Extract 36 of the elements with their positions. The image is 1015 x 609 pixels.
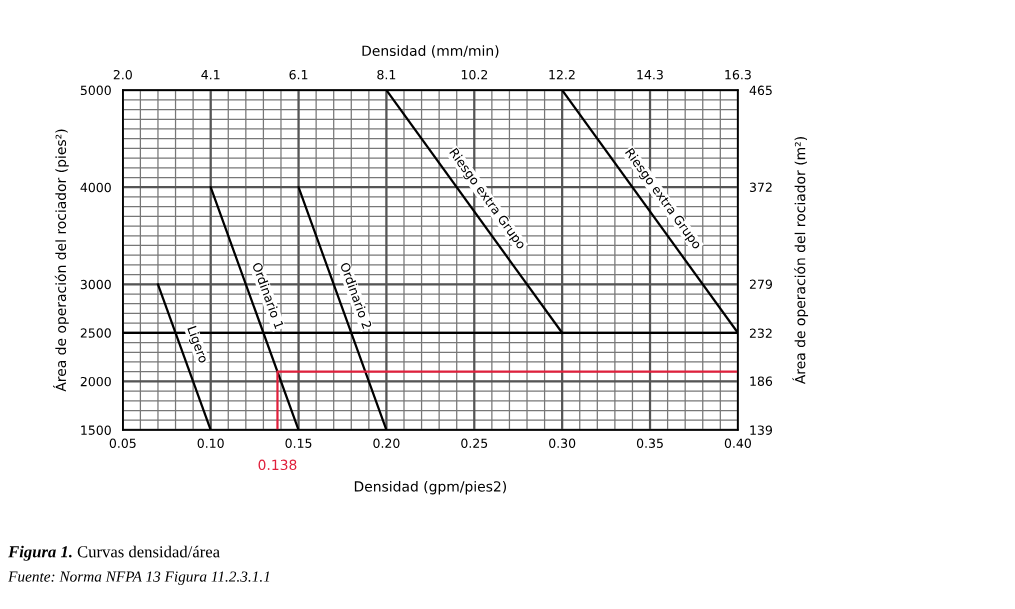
- x2-axis-title: Densidad (mm/min): [362, 45, 499, 58]
- x2-tick-label: 12.2: [549, 69, 575, 80]
- source-note: Fuente: Norma NFPA 13 Figura 11.2.3.1.1: [8, 571, 270, 585]
- x2-tick-label: 4.1: [201, 70, 220, 80]
- y-tick-label: 1500: [81, 425, 111, 435]
- y-tick-label: 2000: [80, 376, 111, 387]
- y-axis-title: Área de operación del rociador (pies²): [53, 129, 69, 392]
- y-tick-label: 3000: [80, 279, 111, 290]
- x2-tick-label: 14.3: [637, 69, 663, 80]
- y2-tick-label: 186: [750, 376, 773, 386]
- x-tick-label: 0.35: [636, 438, 663, 448]
- x2-tick-label: 6.1: [289, 69, 308, 80]
- y2-tick-label: 232: [749, 328, 772, 338]
- x-tick-label: 0.30: [549, 438, 576, 448]
- text: Ligero: [184, 325, 209, 365]
- y-tick-label: 4000: [80, 182, 111, 193]
- x-tick-label: 0.25: [461, 438, 488, 448]
- x-tick-label: 0.20: [373, 438, 400, 448]
- x-tick-label: 0.40: [724, 438, 751, 448]
- y-tick-label: 2500: [80, 328, 111, 338]
- x2-tick-label: 16.3: [725, 69, 751, 80]
- y2-axis-title: Área de operación del rociador (m²): [792, 137, 809, 385]
- y-tick-label: 5000: [80, 85, 111, 96]
- x-tick-label: 0.15: [285, 438, 312, 448]
- x-axis-title: Densidad (gpm/pies2): [354, 480, 506, 495]
- x2-tick-label: 2.0: [113, 69, 132, 80]
- y2-tick-label: 139: [750, 425, 772, 435]
- y2-tick-label: 279: [749, 279, 772, 289]
- x2-tick-label: 10.2: [461, 69, 488, 80]
- y2-tick-label: 372: [749, 182, 772, 192]
- annotation: 0.138: [258, 459, 297, 471]
- x-tick-label: 0.05: [109, 438, 136, 448]
- text: Figura 1. Curvas densidad/área: [8, 545, 220, 561]
- x2-tick-label: 8.1: [377, 69, 396, 80]
- y2-tick-label: 465: [749, 85, 772, 96]
- x-tick-label: 0.10: [197, 438, 224, 448]
